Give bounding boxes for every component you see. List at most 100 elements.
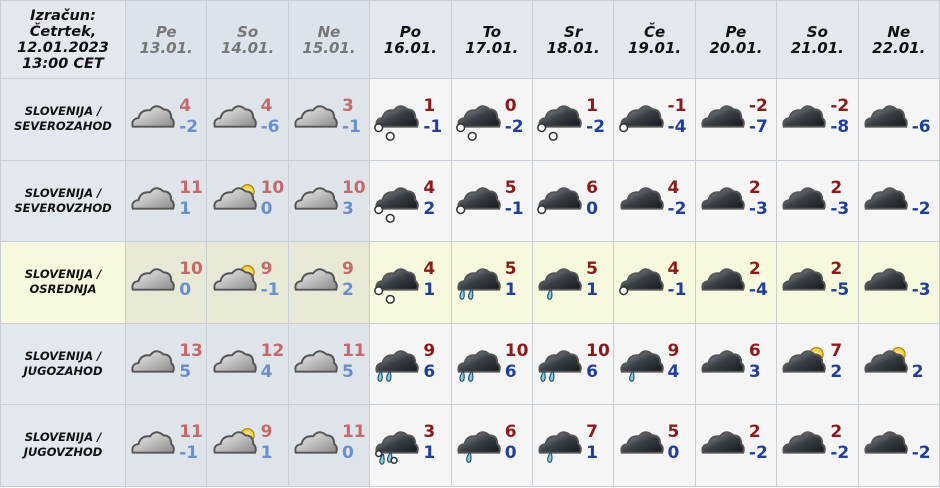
max-temp: 7 bbox=[586, 422, 598, 443]
partly-sunny-weather-icon bbox=[213, 428, 257, 454]
max-temp: -1 bbox=[667, 96, 687, 117]
region-label[interactable]: SLOVENIJA / JUGOZAHOD bbox=[0, 322, 126, 405]
max-temp: 7 bbox=[830, 340, 843, 361]
max-temp: 12 bbox=[260, 340, 285, 361]
day-header: Ne 22.01. bbox=[857, 0, 940, 79]
forecast-cell: -1 -4 bbox=[613, 78, 696, 161]
snow-weather-icon bbox=[374, 105, 420, 142]
overcast-dark-weather-icon bbox=[864, 268, 908, 291]
day-header: Ne 15.01. bbox=[287, 0, 371, 79]
overcast-dark-weather-icon bbox=[701, 105, 745, 128]
min-temp: 1 bbox=[179, 198, 192, 219]
max-temp: 4 bbox=[179, 96, 192, 117]
overcast-weather-icon bbox=[294, 350, 338, 373]
min-temp: 0 bbox=[667, 443, 680, 464]
min-temp: -4 bbox=[748, 280, 768, 301]
min-temp: 2 bbox=[423, 198, 436, 219]
region-label[interactable]: SLOVENIJA / OSREDNJA bbox=[0, 241, 126, 324]
day-name: Če bbox=[643, 22, 666, 41]
forecast-cell: 0 -2 bbox=[450, 78, 533, 161]
min-temp: 3 bbox=[341, 198, 354, 219]
max-temp bbox=[912, 97, 918, 116]
overcast-dark-weather-icon bbox=[701, 431, 745, 454]
forecast-cell: 10 0 bbox=[206, 159, 289, 242]
max-temp bbox=[912, 423, 918, 442]
day-name: Ne bbox=[887, 22, 911, 41]
day-date: 18.01. bbox=[546, 38, 600, 57]
max-temp: 2 bbox=[830, 422, 843, 443]
forecast-cell: -2 -7 bbox=[694, 78, 778, 161]
day-name: To bbox=[482, 22, 502, 41]
day-name: Pe bbox=[155, 22, 177, 41]
region-label[interactable]: SLOVENIJA / SEVEROVZHOD bbox=[0, 159, 126, 242]
forecast-cell: 12 4 bbox=[206, 322, 289, 405]
max-temp bbox=[912, 179, 918, 198]
max-temp: -2 bbox=[748, 96, 768, 117]
overcast-weather-icon bbox=[213, 350, 257, 373]
day-date: 14.01. bbox=[221, 38, 275, 57]
max-temp: 5 bbox=[504, 259, 517, 280]
min-temp: -3 bbox=[830, 198, 850, 219]
forecast-cell: 2 -3 bbox=[694, 159, 778, 242]
min-temp: -1 bbox=[179, 443, 199, 464]
min-temp: 4 bbox=[667, 361, 680, 382]
min-temp: -6 bbox=[260, 117, 280, 138]
day-header: Pe 20.01. bbox=[694, 0, 778, 79]
region-country: SLOVENIJA / bbox=[24, 348, 102, 363]
min-temp: -7 bbox=[748, 117, 768, 138]
max-temp: 5 bbox=[667, 422, 680, 443]
forecast-cell: 11 5 bbox=[287, 322, 371, 405]
max-temp: 3 bbox=[423, 422, 436, 443]
day-date: 13.01. bbox=[139, 38, 193, 57]
day-date: 19.01. bbox=[627, 38, 682, 57]
forecast-cell: 4 -6 bbox=[206, 78, 289, 161]
min-temp: -1 bbox=[341, 117, 361, 138]
day-header: So 21.01. bbox=[776, 0, 859, 79]
min-temp: 2 bbox=[341, 280, 354, 301]
max-temp: 5 bbox=[586, 259, 598, 280]
forecast-cell: 11 1 bbox=[124, 159, 208, 242]
dark-partly-sunny-weather-icon bbox=[864, 346, 908, 373]
min-temp: 1 bbox=[423, 443, 436, 464]
forecast-cell: 1 -2 bbox=[531, 78, 615, 161]
forecast-cell: 2 -5 bbox=[776, 241, 859, 324]
day-date: 16.01. bbox=[383, 38, 437, 57]
min-temp: -2 bbox=[911, 443, 931, 464]
snow-weather-icon bbox=[537, 105, 582, 142]
forecast-cell: 10 3 bbox=[287, 159, 371, 242]
region-label[interactable]: SLOVENIJA / SEVEROZAHOD bbox=[0, 78, 126, 161]
max-temp: 10 bbox=[504, 340, 529, 361]
min-temp: 6 bbox=[504, 361, 517, 382]
min-temp: -2 bbox=[830, 443, 850, 464]
overcast-dark-weather-icon bbox=[782, 431, 827, 454]
snow-weather-icon bbox=[374, 268, 420, 305]
day-date: 17.01. bbox=[465, 38, 519, 57]
max-temp: 6 bbox=[748, 340, 761, 361]
region-country: SLOVENIJA / bbox=[24, 430, 102, 445]
region-label[interactable]: SLOVENIJA / JUGOVZHOD bbox=[0, 404, 126, 487]
overcast-dark-weather-icon bbox=[701, 268, 745, 291]
max-temp: 9 bbox=[260, 422, 273, 443]
forecast-cell: 10 6 bbox=[531, 322, 615, 405]
min-temp: -1 bbox=[260, 280, 280, 301]
day-header: Pe 13.01. bbox=[124, 0, 208, 79]
partly-sunny-weather-icon bbox=[213, 183, 257, 210]
day-name: Po bbox=[399, 22, 422, 41]
forecast-cell: 4 -2 bbox=[124, 78, 208, 161]
min-temp: -5 bbox=[830, 280, 850, 301]
max-temp bbox=[912, 260, 918, 279]
light-snow-weather-icon bbox=[537, 187, 582, 215]
region-row: SLOVENIJA / OSREDNJA 10 0 9 -1 9 2 4 1 5 1 5 1 4 -1 2 -4 2… bbox=[0, 241, 940, 324]
min-temp: 0 bbox=[260, 198, 273, 219]
max-temp: 9 bbox=[341, 259, 354, 280]
min-temp: 5 bbox=[341, 361, 354, 382]
forecast-cell: 2 -3 bbox=[776, 159, 859, 242]
